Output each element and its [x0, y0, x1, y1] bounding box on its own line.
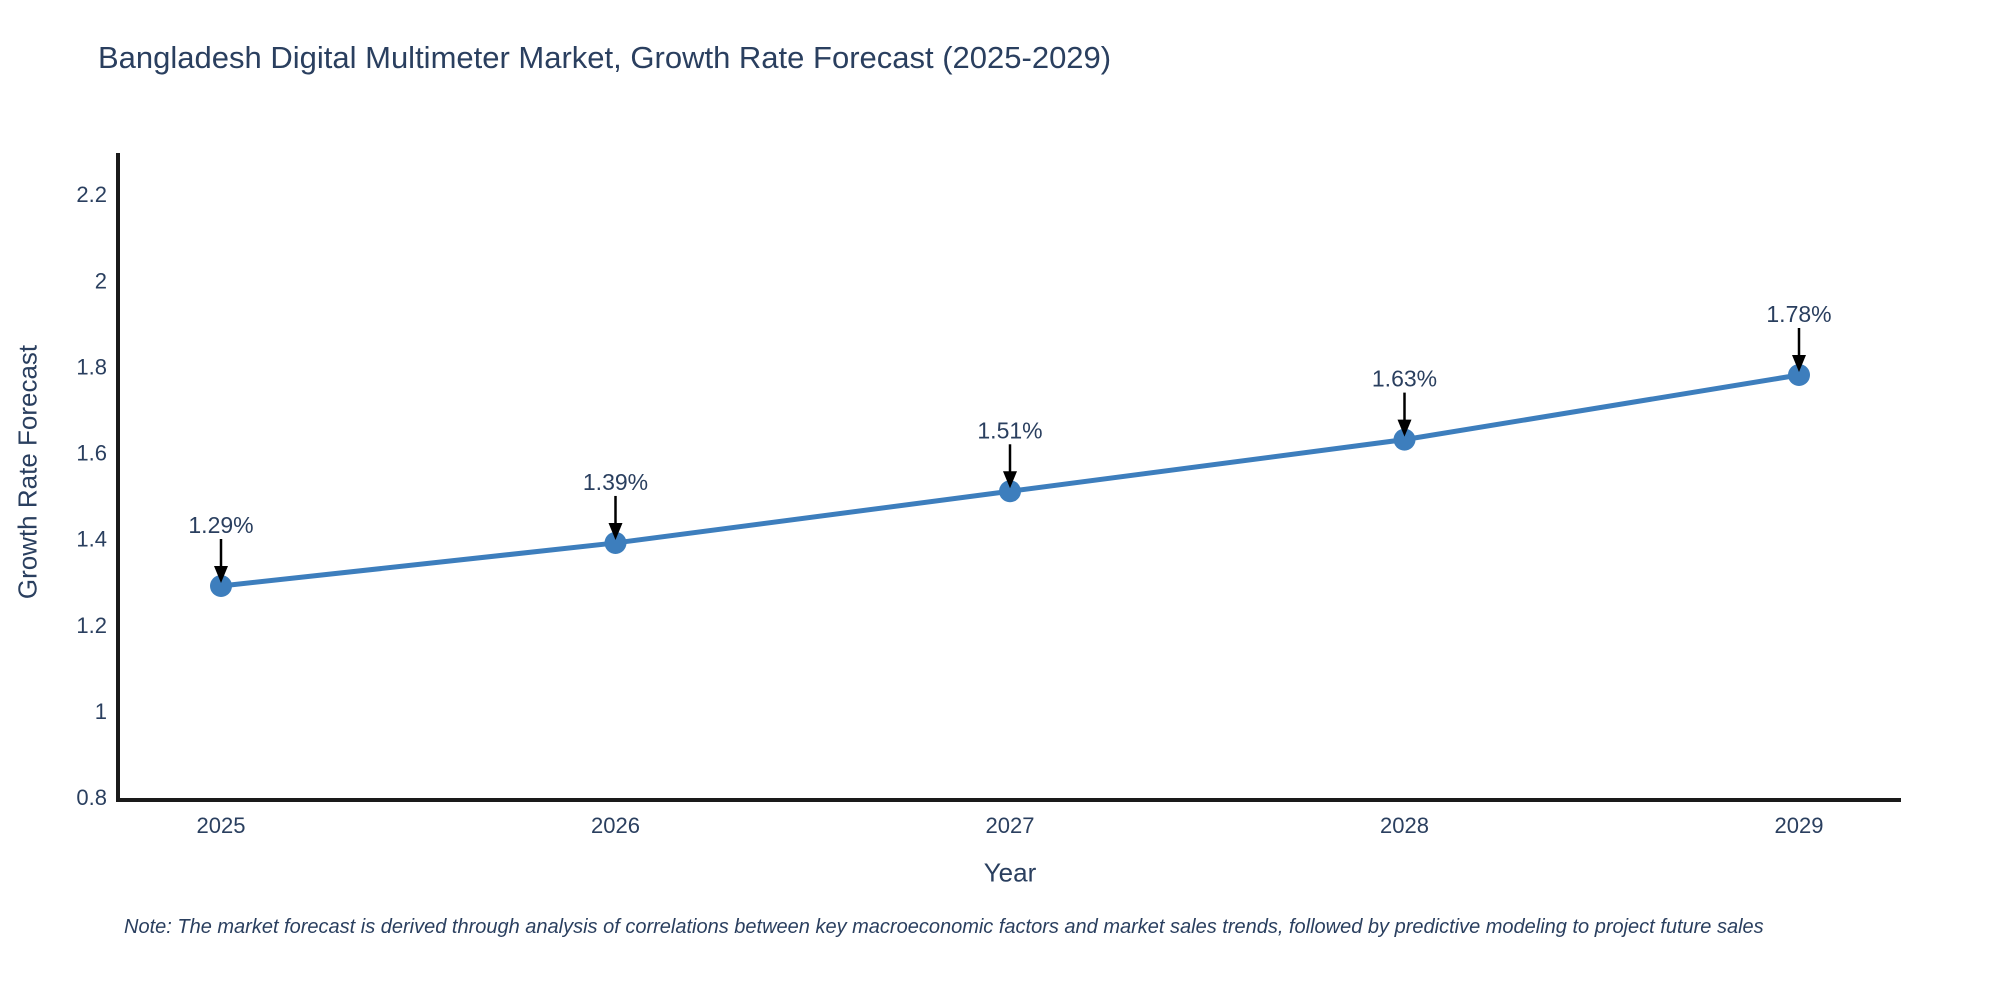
- data-point-2027[interactable]: [999, 480, 1021, 503]
- point-label-2027: 1.51%: [977, 417, 1042, 443]
- point-label-2025: 1.29%: [188, 512, 253, 538]
- y-tick-label-1.2: 1.2: [76, 613, 107, 638]
- y-tick-label-1.8: 1.8: [76, 354, 107, 379]
- point-label-2026: 1.39%: [583, 469, 648, 495]
- y-tick-label-1: 1: [95, 699, 107, 724]
- x-tick-label-2027: 2027: [986, 813, 1035, 838]
- annotation-arrowhead-2029: [1792, 355, 1806, 373]
- data-point-2029[interactable]: [1788, 364, 1810, 387]
- annotation-arrowhead-2025: [214, 566, 228, 584]
- x-axis-title: Year: [983, 857, 1037, 888]
- data-point-2026[interactable]: [604, 531, 627, 554]
- point-label-2028: 1.63%: [1372, 366, 1437, 392]
- x-tick-label-2025: 2025: [197, 813, 246, 838]
- annotation-arrowhead-2028: [1397, 419, 1412, 437]
- footnote: Note: The market forecast is derived thr…: [124, 916, 1764, 938]
- data-point-2025[interactable]: [210, 575, 232, 598]
- y-tick-label-2: 2: [95, 268, 107, 293]
- point-label-2029: 1.78%: [1766, 301, 1831, 327]
- annotation-arrowhead-2026: [608, 522, 623, 540]
- y-tick-label-1.4: 1.4: [76, 527, 107, 552]
- annotation-arrowhead-2027: [1003, 471, 1017, 489]
- y-tick-label-0.8: 0.8: [76, 785, 107, 810]
- y-tick-label-2.2: 2.2: [76, 182, 107, 207]
- y-axis-title: Growth Rate Forecast: [12, 344, 43, 600]
- x-tick-label-2029: 2029: [1775, 813, 1824, 838]
- y-tick-label-1.6: 1.6: [76, 441, 107, 466]
- x-tick-label-2026: 2026: [591, 813, 640, 838]
- x-tick-label-2028: 2028: [1380, 813, 1429, 838]
- data-point-2028[interactable]: [1393, 428, 1416, 451]
- chart-title: Bangladesh Digital Multimeter Market, Gr…: [98, 40, 1112, 75]
